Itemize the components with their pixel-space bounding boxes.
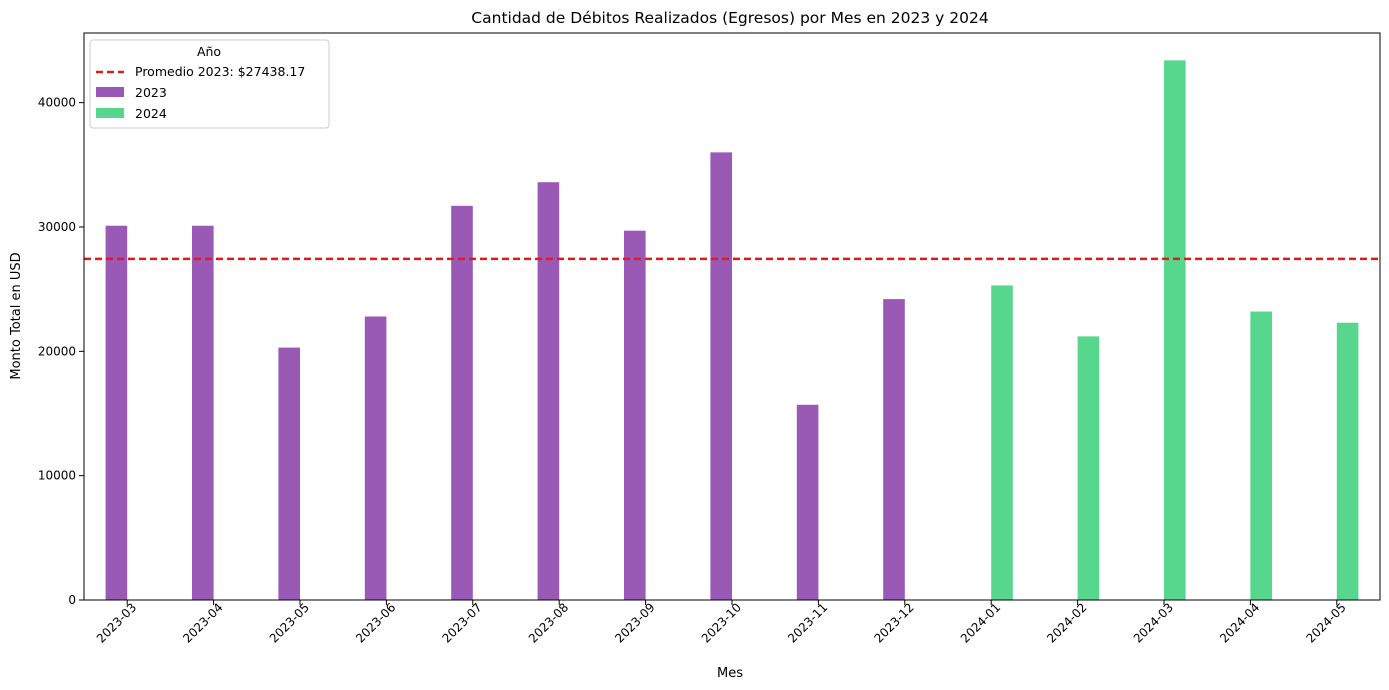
bar-2024-2024-03 <box>1164 60 1186 601</box>
y-tick-label: 30000 <box>38 220 76 234</box>
x-axis-label: Mes <box>717 666 743 681</box>
x-tick-label: 2023-03 <box>94 600 139 645</box>
bar-2023-2023-07 <box>451 205 473 600</box>
bars-layer <box>105 60 1359 601</box>
bar-2023-2023-10 <box>710 152 732 600</box>
x-tick-label: 2024-01 <box>958 600 1003 645</box>
legend-title: Año <box>197 44 221 59</box>
legend: Año Promedio 2023: $27438.17 2023 2024 <box>89 39 330 129</box>
bar-2024-2024-05 <box>1336 322 1359 600</box>
y-axis-label: Monto Total en USD <box>9 252 24 379</box>
x-tick-label: 2023-07 <box>439 600 484 645</box>
chart-title: Cantidad de Débitos Realizados (Egresos)… <box>471 9 988 27</box>
bar-2023-2023-05 <box>278 347 300 600</box>
bar-2023-2023-03 <box>105 225 128 601</box>
legend-swatch-2023 <box>96 87 124 97</box>
x-tick-label: 2023-04 <box>180 600 225 645</box>
x-tick-label: 2023-10 <box>699 600 744 645</box>
y-axis: 0 10000 20000 30000 40000 <box>38 96 84 607</box>
x-tick-label: 2023-12 <box>871 600 916 645</box>
bar-2023-2023-09 <box>624 230 646 600</box>
y-tick-label: 20000 <box>38 344 76 358</box>
bar-2024-2024-04 <box>1250 311 1272 600</box>
x-tick-label: 2023-11 <box>785 600 830 645</box>
x-axis: 2023-03 2023-04 2023-05 2023-06 2023-07 2023-… <box>94 600 1349 646</box>
legend-label-2024: 2024 <box>135 106 167 121</box>
x-tick-label: 2023-08 <box>526 600 571 645</box>
bar-2023-2023-04 <box>192 225 214 601</box>
y-tick-label: 0 <box>68 593 76 607</box>
x-tick-label: 2024-03 <box>1131 600 1176 645</box>
legend-label-reference-line: Promedio 2023: $27438.17 <box>135 64 305 79</box>
legend-label-2023: 2023 <box>135 85 167 100</box>
legend-box <box>89 39 330 129</box>
x-tick-label: 2024-04 <box>1217 600 1262 645</box>
x-tick-label: 2023-05 <box>267 600 312 645</box>
y-tick-label: 10000 <box>38 469 76 483</box>
bar-2024-2024-01 <box>991 285 1013 600</box>
x-tick-label: 2023-09 <box>612 600 657 645</box>
bar-2023-2023-11 <box>796 404 819 600</box>
bar-2023-2023-06 <box>364 316 387 600</box>
x-tick-label: 2023-06 <box>353 600 398 645</box>
x-tick-label: 2024-02 <box>1044 600 1089 645</box>
bar-2023-2023-12 <box>883 299 905 600</box>
legend-swatch-2024 <box>96 108 124 118</box>
x-tick-label: 2024-05 <box>1303 600 1348 645</box>
bar-2024-2024-02 <box>1077 336 1100 600</box>
bar-2023-2023-08 <box>537 182 560 600</box>
y-tick-label: 40000 <box>38 96 76 110</box>
